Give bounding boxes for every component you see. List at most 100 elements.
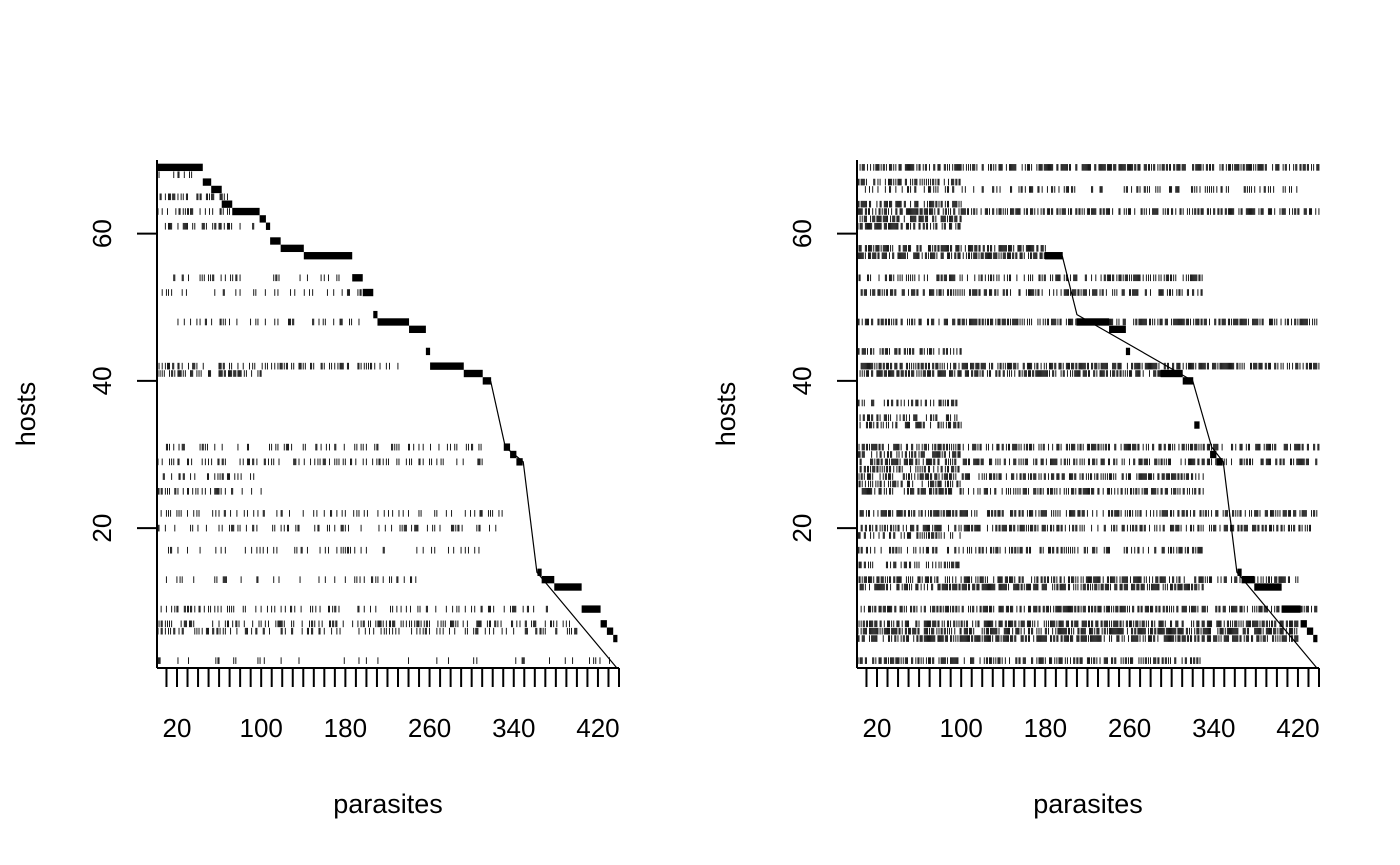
matrix-cell (863, 178, 865, 186)
matrix-cell (901, 510, 903, 517)
matrix-cell (1181, 164, 1183, 171)
matrix-cell (1032, 186, 1034, 193)
matrix-cell (1023, 443, 1025, 451)
matrix-cell (290, 289, 292, 296)
matrix-cell (880, 245, 882, 252)
matrix-cell (952, 186, 954, 193)
matrix-cell (393, 620, 395, 628)
matrix-cell (923, 274, 925, 282)
matrix-cell (1086, 487, 1088, 495)
matrix-cell (916, 200, 918, 208)
matrix-cell (372, 458, 374, 466)
matrix-cell (464, 510, 466, 517)
matrix-cell (1048, 473, 1049, 480)
matrix-cell (944, 274, 946, 282)
matrix-cell (1154, 362, 1156, 370)
matrix-cell (1306, 164, 1308, 171)
matrix-cell (1190, 458, 1191, 466)
matrix-cell (928, 465, 929, 473)
matrix-cell (1145, 164, 1147, 171)
matrix-cell (1139, 370, 1141, 377)
matrix-cell (357, 605, 359, 613)
matrix-cell (885, 370, 887, 377)
matrix-cell (1194, 186, 1196, 193)
matrix-cell (224, 487, 226, 495)
matrix-cell (1153, 370, 1155, 377)
matrix-cell (555, 627, 557, 635)
matrix-cell (1220, 186, 1222, 193)
matrix-cell (1223, 362, 1225, 370)
matrix-cell (344, 576, 346, 583)
matrix-cell (176, 576, 178, 583)
matrix-cell (1118, 318, 1120, 326)
matrix-cell (895, 222, 897, 230)
matrix-cell (866, 414, 868, 421)
matrix-cell (900, 178, 902, 186)
matrix-cell (945, 208, 947, 215)
matrix-cell (476, 657, 478, 664)
matrix-cell (1127, 443, 1129, 451)
matrix-cell (859, 451, 861, 458)
matrix-cell (926, 458, 928, 466)
matrix-cell (285, 443, 287, 451)
matrix-cell (1036, 458, 1038, 466)
matrix-cell (178, 171, 180, 179)
matrix-cell (246, 627, 248, 635)
matrix-cell (1018, 370, 1020, 377)
matrix-cell (984, 487, 986, 495)
matrix-cell (891, 318, 893, 326)
matrix-cell (376, 458, 378, 466)
matrix-cell (1019, 370, 1021, 377)
matrix-cell (938, 458, 940, 466)
matrix-cell (955, 546, 957, 554)
matrix-cell (1079, 208, 1081, 215)
matrix-cell (898, 252, 900, 260)
matrix-cell (1153, 164, 1155, 171)
matrix-cell (946, 252, 948, 260)
matrix-cell (1126, 164, 1128, 171)
matrix-cell (1034, 362, 1036, 370)
matrix-cell (1021, 546, 1023, 554)
matrix-cell (906, 443, 908, 451)
matrix-cell (253, 473, 255, 480)
matrix-cell (1059, 318, 1061, 326)
matrix-cell (1023, 487, 1025, 495)
matrix-cell (872, 399, 874, 407)
matrix-cell (1257, 524, 1259, 532)
matrix-cell (932, 178, 934, 186)
staircase-block (425, 347, 431, 356)
matrix-cell (434, 546, 436, 554)
matrix-cell (942, 348, 944, 355)
matrix-cell (871, 318, 873, 326)
matrix-cell (1121, 487, 1123, 495)
matrix-cell (870, 487, 872, 495)
matrix-cell (1277, 164, 1279, 171)
matrix-cell (982, 458, 984, 466)
matrix-cell (405, 605, 407, 613)
matrix-cell (315, 443, 317, 451)
matrix-cell (993, 473, 995, 480)
matrix-cell (415, 576, 417, 583)
matrix-cell (168, 627, 169, 635)
matrix-cell (1057, 443, 1059, 451)
matrix-cell (363, 576, 365, 583)
matrix-cell (956, 245, 958, 252)
matrix-cell (1113, 362, 1115, 370)
matrix-cell (158, 620, 160, 628)
matrix-cell (1209, 524, 1210, 532)
matrix-cell (1154, 487, 1156, 495)
matrix-cell (932, 443, 934, 451)
matrix-cell (1254, 524, 1256, 532)
matrix-cell (922, 215, 924, 223)
matrix-cell (181, 627, 183, 635)
matrix-cell (214, 443, 216, 451)
matrix-cell (281, 620, 283, 628)
matrix-cell (210, 605, 212, 613)
matrix-cell (1149, 370, 1150, 377)
matrix-cell (1065, 487, 1067, 495)
matrix-cell (1000, 245, 1002, 252)
matrix-cell (1074, 443, 1076, 451)
matrix-cell (924, 215, 926, 223)
matrix-cell (948, 458, 949, 466)
matrix-cell (1035, 289, 1037, 296)
